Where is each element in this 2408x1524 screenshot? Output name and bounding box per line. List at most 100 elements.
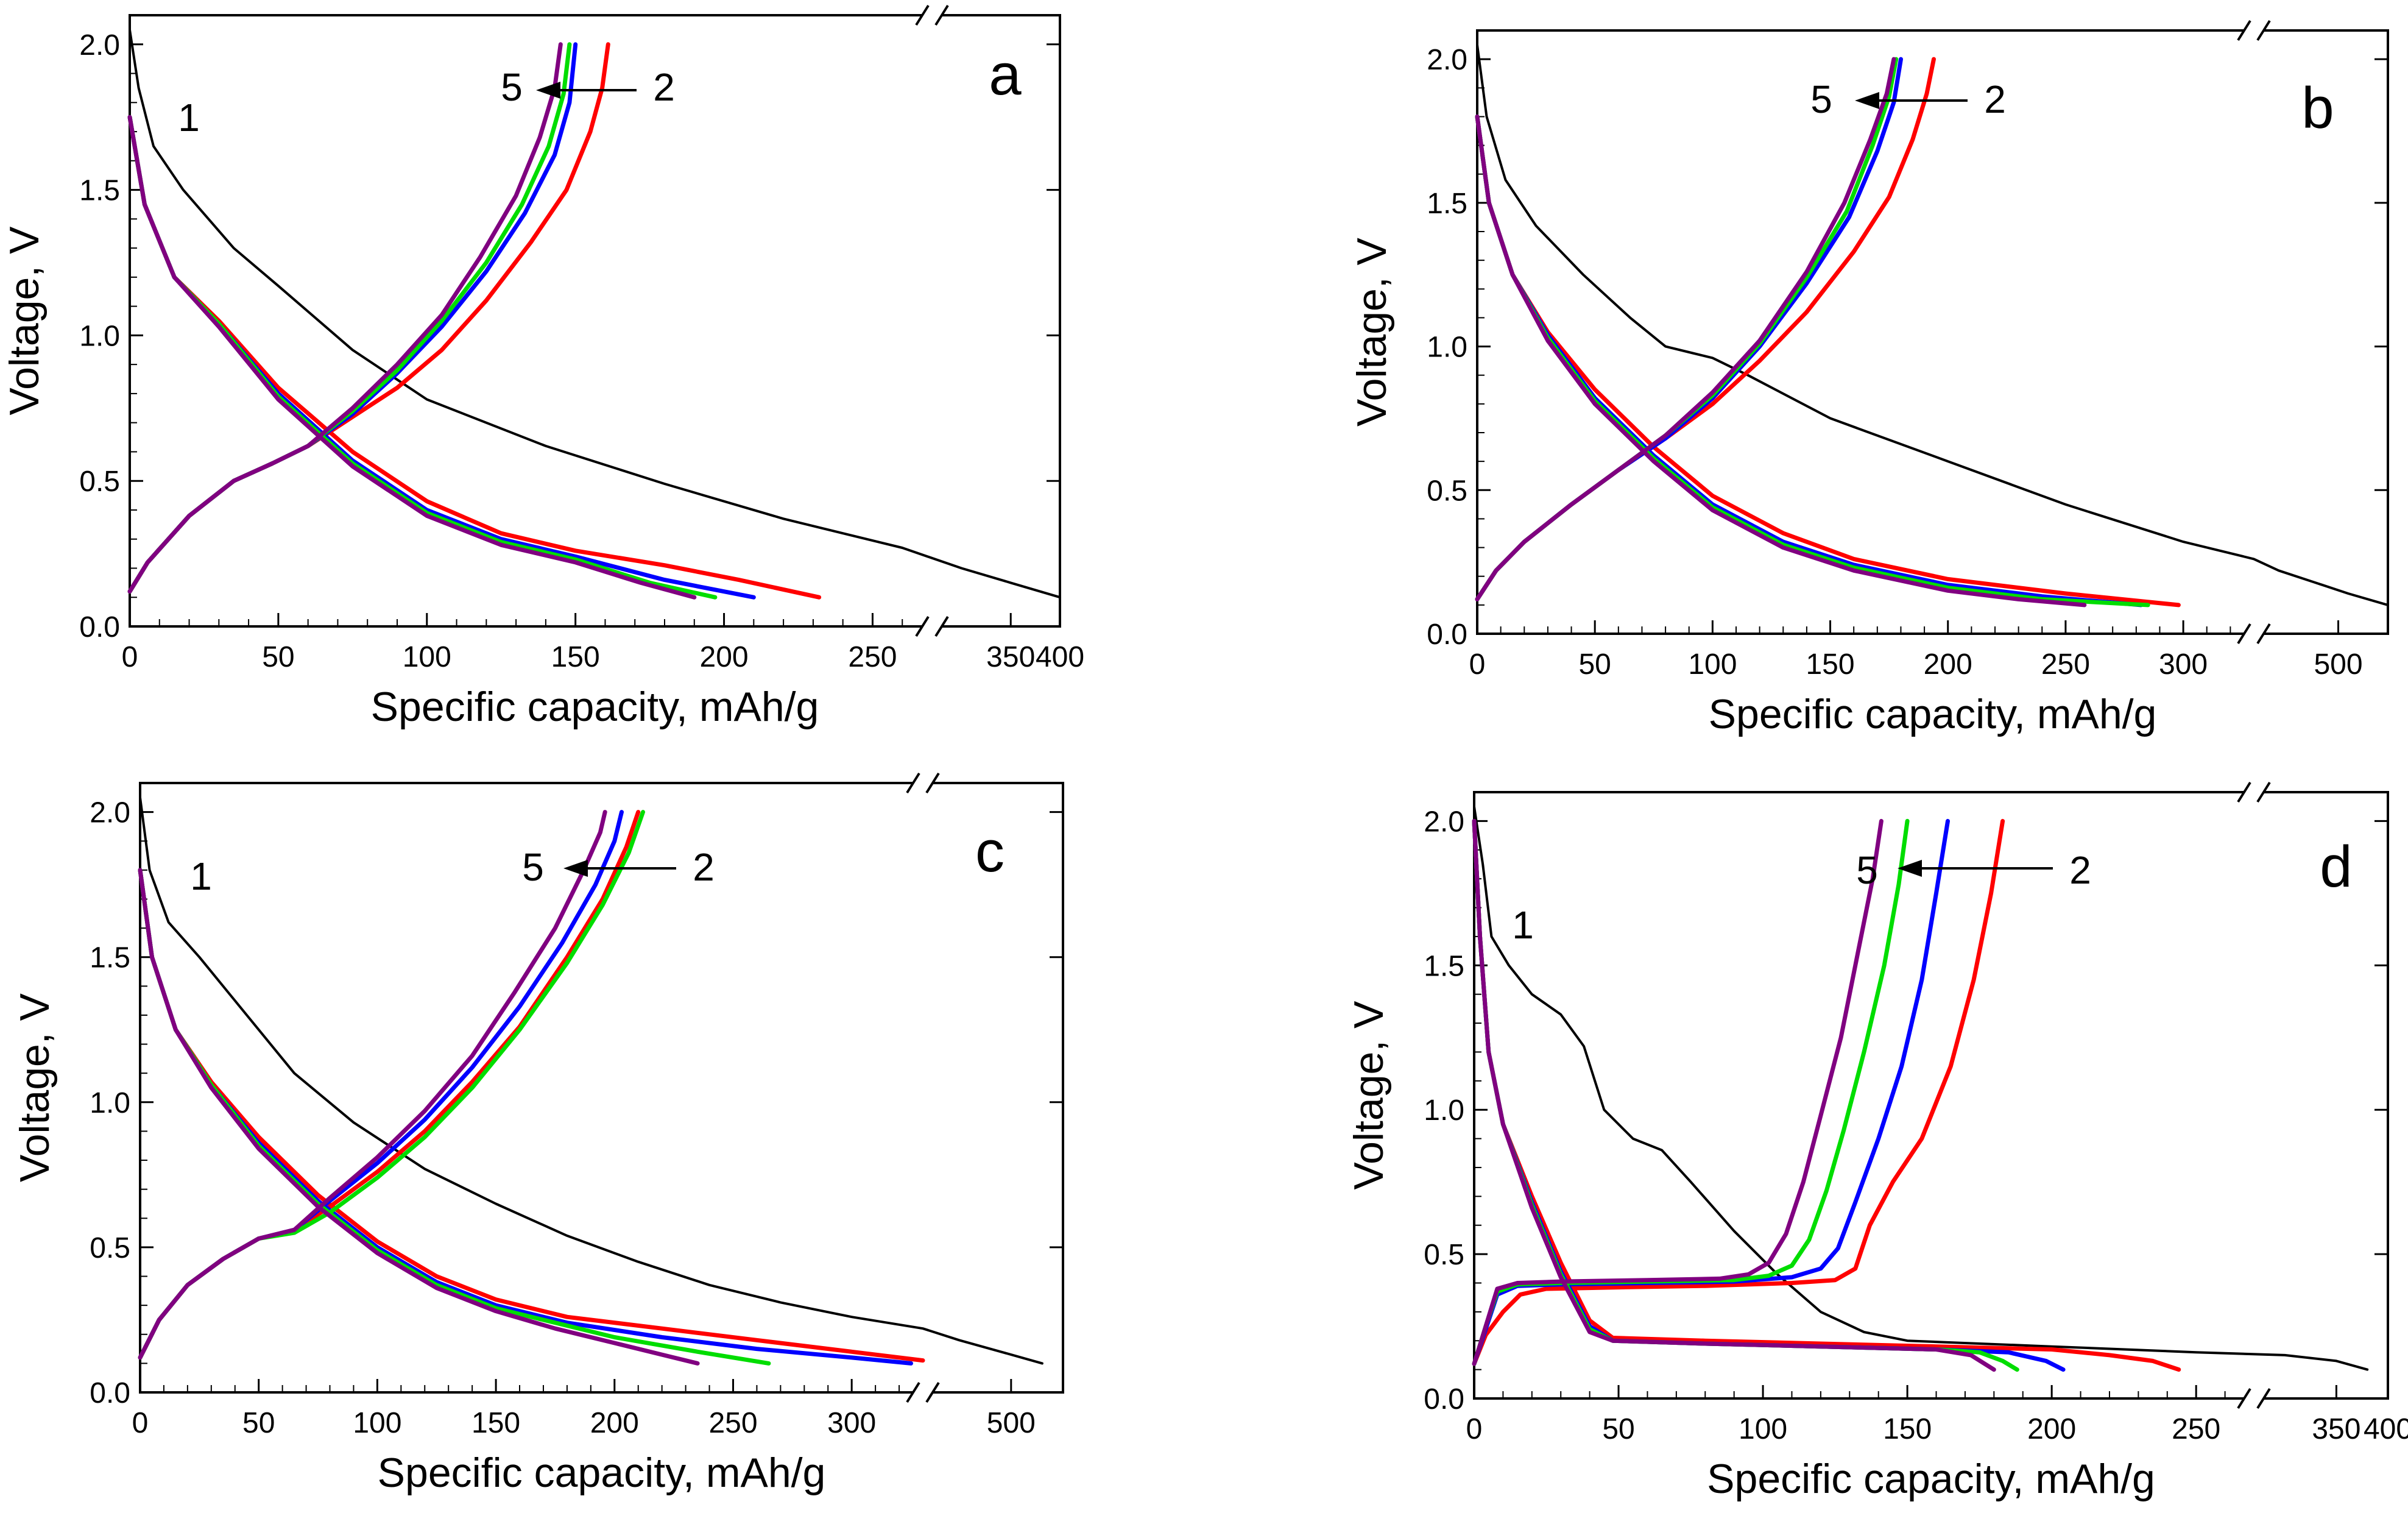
cycle-5-label: 5 bbox=[1810, 77, 1832, 121]
y-tick-label: 2.0 bbox=[90, 797, 130, 829]
x-tick-label: 100 bbox=[403, 641, 451, 673]
x-tick-label: 100 bbox=[1739, 1413, 1787, 1445]
series-cycle-2-discharge bbox=[1475, 114, 2181, 608]
y-tick-label: 2.0 bbox=[1424, 806, 1464, 838]
series-cycle-5-discharge bbox=[127, 115, 697, 600]
cycle-2-label: 2 bbox=[653, 65, 675, 109]
axis-break-mark bbox=[915, 4, 930, 26]
y-tick-label: 2.0 bbox=[79, 29, 120, 62]
series-cycle-5-charge bbox=[127, 42, 563, 594]
x-tick-label: 250 bbox=[708, 1407, 757, 1439]
x-tick-label: 150 bbox=[471, 1407, 520, 1439]
axis-break-mark bbox=[2237, 623, 2251, 645]
x-tick-label: 100 bbox=[353, 1407, 401, 1439]
axis-break-mark bbox=[915, 615, 930, 637]
cycle-1-label: 1 bbox=[190, 854, 212, 898]
y-tick-label: 1.0 bbox=[1427, 331, 1467, 364]
series-cycle-3-discharge bbox=[138, 868, 913, 1366]
series-cycle-5-charge bbox=[1475, 57, 1896, 601]
y-tick-label: 1.0 bbox=[79, 320, 120, 352]
panel-b: 0.0 0.5 1.0 1.5 2.0 0 50 100 150 200 250 300 500 Spec… bbox=[1349, 19, 2389, 737]
x-tick-label: 150 bbox=[1806, 648, 1854, 681]
series-cycle-3-discharge bbox=[127, 115, 756, 600]
y-tick-label: 0.5 bbox=[1424, 1239, 1464, 1271]
x-tick-label: 200 bbox=[700, 641, 749, 673]
y-tick-label: 0.0 bbox=[1427, 618, 1467, 651]
axis-break-mark bbox=[2256, 19, 2271, 41]
x-tick-label: 250 bbox=[2041, 648, 2090, 681]
series-cycle-1-discharge bbox=[139, 796, 1043, 1365]
x-tick-label: 500 bbox=[2314, 648, 2362, 681]
cycle-2-label: 2 bbox=[2069, 848, 2091, 892]
cycle-5-label: 5 bbox=[522, 845, 544, 889]
panel-letter: d bbox=[2320, 834, 2352, 899]
cycle-1-label: 1 bbox=[178, 96, 200, 140]
series-cycle-1-discharge bbox=[129, 28, 1061, 599]
axis-break-mark bbox=[925, 772, 940, 794]
x-tick-label: 50 bbox=[1578, 648, 1611, 681]
x-axis-title: Specific capacity, mAh/g bbox=[1707, 1456, 2155, 1502]
panel-letter: c bbox=[975, 819, 1005, 884]
y-tick-label: 1.5 bbox=[90, 942, 130, 974]
axis-break-mark bbox=[2237, 781, 2251, 803]
axis-break-mark bbox=[934, 4, 949, 26]
x-axis-title: Specific capacity, mAh/g bbox=[1709, 691, 2157, 737]
x-tick-label: 0 bbox=[122, 641, 138, 673]
x-tick-label: 200 bbox=[1924, 648, 1972, 681]
y-tick-label: 1.0 bbox=[1424, 1094, 1464, 1127]
series-cycle-1-discharge bbox=[1476, 43, 2389, 606]
axis-break-mark bbox=[925, 1381, 940, 1403]
series-cycle-2-charge bbox=[1472, 818, 2005, 1366]
plot-frame bbox=[1476, 29, 2389, 635]
y-tick-label: 1.5 bbox=[1424, 950, 1464, 982]
y-axis-title: Voltage, V bbox=[1346, 1001, 1392, 1190]
series-cycle-5-charge bbox=[138, 810, 607, 1360]
x-tick-label: 0 bbox=[1466, 1413, 1483, 1445]
panel-c: 0.0 0.5 1.0 1.5 2.0 0 50 100 150 200 250 300 500 Spec… bbox=[12, 772, 1064, 1496]
x-axis-title: Specific capacity, mAh/g bbox=[371, 684, 819, 730]
x-tick-label: 50 bbox=[242, 1407, 275, 1439]
y-tick-label: 0.0 bbox=[79, 611, 120, 643]
series-cycle-5-discharge bbox=[1472, 818, 1996, 1372]
y-tick-label: 0.5 bbox=[1427, 475, 1467, 507]
x-tick-label: 50 bbox=[262, 641, 294, 673]
axis-break-mark bbox=[2237, 19, 2251, 41]
cycle-arrow-head bbox=[1898, 860, 1922, 877]
x-tick-label: 0 bbox=[1469, 648, 1486, 681]
x-tick-label: 150 bbox=[1883, 1413, 1932, 1445]
cycle-5-label: 5 bbox=[1856, 848, 1878, 892]
y-tick-label: 2.0 bbox=[1427, 44, 1467, 76]
series-cycle-4-discharge bbox=[1475, 114, 2150, 608]
panel-letter: a bbox=[989, 42, 1022, 107]
y-tick-label: 0.5 bbox=[79, 466, 120, 498]
x-tick-label: 400 bbox=[2364, 1413, 2408, 1445]
axis-break-mark bbox=[2256, 1388, 2271, 1409]
cycle-5-label: 5 bbox=[501, 65, 523, 109]
y-tick-label: 1.5 bbox=[79, 175, 120, 207]
axis-break-mark bbox=[906, 1381, 920, 1403]
series-cycle-4-discharge bbox=[127, 115, 718, 600]
panel-d: 0.0 0.5 1.0 1.5 2.0 0 50 100 150 200 250 350 400 Spec… bbox=[1346, 781, 2408, 1502]
plot-frame bbox=[1473, 791, 2389, 1400]
axis-break-mark bbox=[906, 772, 920, 794]
cycle-arrow-head bbox=[563, 860, 588, 877]
cycle-arrow-head bbox=[1855, 92, 1879, 109]
y-axis-title: Voltage, V bbox=[1349, 237, 1395, 427]
x-tick-label: 50 bbox=[1602, 1413, 1634, 1445]
x-axis-title: Specific capacity, mAh/g bbox=[378, 1450, 826, 1496]
x-tick-label: 350 bbox=[2312, 1413, 2360, 1445]
series-cycle-5-charge bbox=[1472, 818, 1884, 1366]
panel-a: 0.0 0.5 1.0 1.5 2.0 0 50 100 150 200 250 350 400 Spec… bbox=[1, 4, 1084, 730]
series-cycle-2-charge bbox=[127, 42, 610, 594]
x-tick-label: 250 bbox=[2172, 1413, 2220, 1445]
cycle-2-label: 2 bbox=[693, 845, 715, 889]
series-cycle-2-discharge bbox=[127, 115, 822, 600]
x-tick-label: 0 bbox=[132, 1407, 149, 1439]
cycle-2-label: 2 bbox=[1984, 77, 2006, 121]
y-tick-label: 0.5 bbox=[90, 1232, 130, 1264]
plot-frame bbox=[129, 14, 1061, 628]
y-tick-label: 1.0 bbox=[90, 1087, 130, 1119]
x-tick-label: 300 bbox=[827, 1407, 876, 1439]
cycle-1-label: 1 bbox=[1512, 903, 1534, 947]
